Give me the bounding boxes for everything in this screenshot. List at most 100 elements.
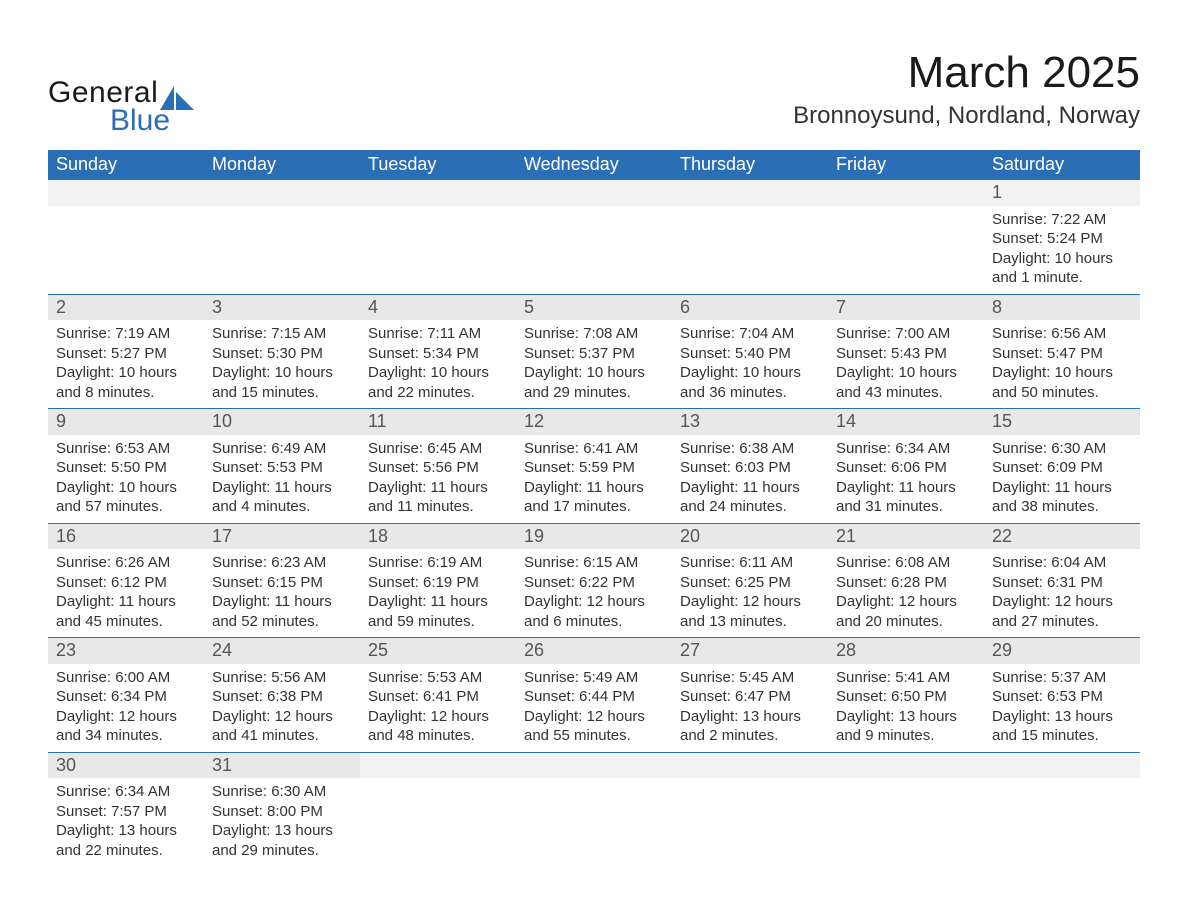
day-content-cell: Sunrise: 6:15 AMSunset: 6:22 PMDaylight:…: [516, 549, 672, 638]
title-block: March 2025 Bronnoysund, Nordland, Norway: [793, 48, 1140, 130]
day-number-cell: [672, 180, 828, 206]
logo: General Blue: [48, 48, 194, 138]
weekday-heading: Thursday: [672, 150, 828, 180]
day-number-row: 16171819202122: [48, 523, 1140, 549]
day-content-cell: Sunrise: 6:26 AMSunset: 6:12 PMDaylight:…: [48, 549, 204, 638]
day-content-cell: [828, 778, 984, 866]
day-number-cell: 4: [360, 294, 516, 320]
page-header: General Blue March 2025 Bronnoysund, Nor…: [48, 48, 1140, 138]
day-number-cell: 11: [360, 409, 516, 435]
day-number-cell: 8: [984, 294, 1140, 320]
day-number-cell: 14: [828, 409, 984, 435]
day-number-cell: 18: [360, 523, 516, 549]
day-number-cell: [360, 752, 516, 778]
day-content-cell: [828, 206, 984, 295]
day-number-cell: 16: [48, 523, 204, 549]
day-content-cell: [516, 206, 672, 295]
day-number-cell: 20: [672, 523, 828, 549]
day-content-cell: [360, 778, 516, 866]
day-content-cell: Sunrise: 6:49 AMSunset: 5:53 PMDaylight:…: [204, 435, 360, 524]
day-number-cell: 25: [360, 638, 516, 664]
day-content-cell: Sunrise: 6:38 AMSunset: 6:03 PMDaylight:…: [672, 435, 828, 524]
calendar-header-row: Sunday Monday Tuesday Wednesday Thursday…: [48, 150, 1140, 180]
day-content-cell: Sunrise: 6:23 AMSunset: 6:15 PMDaylight:…: [204, 549, 360, 638]
weekday-heading: Saturday: [984, 150, 1140, 180]
day-content-cell: [672, 778, 828, 866]
day-content-cell: Sunrise: 7:22 AMSunset: 5:24 PMDaylight:…: [984, 206, 1140, 295]
day-content-cell: Sunrise: 7:11 AMSunset: 5:34 PMDaylight:…: [360, 320, 516, 409]
logo-word-blue: Blue: [110, 104, 170, 138]
day-number-cell: 12: [516, 409, 672, 435]
day-content-cell: [984, 778, 1140, 866]
day-content-cell: Sunrise: 7:04 AMSunset: 5:40 PMDaylight:…: [672, 320, 828, 409]
day-content-cell: Sunrise: 6:30 AMSunset: 6:09 PMDaylight:…: [984, 435, 1140, 524]
day-number-cell: 30: [48, 752, 204, 778]
day-content-row: Sunrise: 7:19 AMSunset: 5:27 PMDaylight:…: [48, 320, 1140, 409]
day-number-cell: [828, 180, 984, 206]
day-content-cell: Sunrise: 6:41 AMSunset: 5:59 PMDaylight:…: [516, 435, 672, 524]
day-content-cell: Sunrise: 6:08 AMSunset: 6:28 PMDaylight:…: [828, 549, 984, 638]
day-number-row: 2345678: [48, 294, 1140, 320]
day-number-row: 23242526272829: [48, 638, 1140, 664]
day-content-cell: Sunrise: 6:56 AMSunset: 5:47 PMDaylight:…: [984, 320, 1140, 409]
day-number-row: 9101112131415: [48, 409, 1140, 435]
day-number-cell: [360, 180, 516, 206]
day-number-cell: 31: [204, 752, 360, 778]
day-content-row: Sunrise: 6:00 AMSunset: 6:34 PMDaylight:…: [48, 664, 1140, 753]
day-content-row: Sunrise: 7:22 AMSunset: 5:24 PMDaylight:…: [48, 206, 1140, 295]
day-content-cell: [516, 778, 672, 866]
day-content-cell: Sunrise: 7:15 AMSunset: 5:30 PMDaylight:…: [204, 320, 360, 409]
calendar-table: Sunday Monday Tuesday Wednesday Thursday…: [48, 150, 1140, 866]
day-number-cell: [828, 752, 984, 778]
day-number-cell: [516, 752, 672, 778]
day-content-cell: Sunrise: 5:37 AMSunset: 6:53 PMDaylight:…: [984, 664, 1140, 753]
day-number-row: 3031: [48, 752, 1140, 778]
day-content-cell: [48, 206, 204, 295]
day-content-cell: Sunrise: 5:53 AMSunset: 6:41 PMDaylight:…: [360, 664, 516, 753]
day-content-cell: Sunrise: 6:45 AMSunset: 5:56 PMDaylight:…: [360, 435, 516, 524]
day-content-row: Sunrise: 6:53 AMSunset: 5:50 PMDaylight:…: [48, 435, 1140, 524]
day-content-cell: Sunrise: 7:08 AMSunset: 5:37 PMDaylight:…: [516, 320, 672, 409]
day-content-cell: [360, 206, 516, 295]
day-content-cell: [204, 206, 360, 295]
day-number-cell: [672, 752, 828, 778]
day-content-cell: Sunrise: 6:04 AMSunset: 6:31 PMDaylight:…: [984, 549, 1140, 638]
calendar-body: 1Sunrise: 7:22 AMSunset: 5:24 PMDaylight…: [48, 180, 1140, 867]
month-title: March 2025: [793, 48, 1140, 98]
day-number-cell: 27: [672, 638, 828, 664]
day-number-cell: [48, 180, 204, 206]
day-number-cell: 6: [672, 294, 828, 320]
weekday-heading: Sunday: [48, 150, 204, 180]
day-number-cell: 22: [984, 523, 1140, 549]
day-number-cell: 3: [204, 294, 360, 320]
weekday-heading: Tuesday: [360, 150, 516, 180]
day-number-cell: [516, 180, 672, 206]
day-number-cell: 24: [204, 638, 360, 664]
day-number-cell: 15: [984, 409, 1140, 435]
day-number-cell: 2: [48, 294, 204, 320]
day-content-cell: Sunrise: 5:49 AMSunset: 6:44 PMDaylight:…: [516, 664, 672, 753]
day-number-cell: [984, 752, 1140, 778]
day-content-row: Sunrise: 6:34 AMSunset: 7:57 PMDaylight:…: [48, 778, 1140, 866]
day-number-cell: 29: [984, 638, 1140, 664]
day-content-cell: Sunrise: 5:45 AMSunset: 6:47 PMDaylight:…: [672, 664, 828, 753]
day-number-cell: 13: [672, 409, 828, 435]
day-number-cell: 23: [48, 638, 204, 664]
day-number-row: 1: [48, 180, 1140, 206]
location-subtitle: Bronnoysund, Nordland, Norway: [793, 102, 1140, 130]
day-number-cell: 1: [984, 180, 1140, 206]
day-number-cell: 21: [828, 523, 984, 549]
day-content-cell: [672, 206, 828, 295]
day-content-cell: Sunrise: 6:34 AMSunset: 6:06 PMDaylight:…: [828, 435, 984, 524]
day-content-row: Sunrise: 6:26 AMSunset: 6:12 PMDaylight:…: [48, 549, 1140, 638]
day-number-cell: 7: [828, 294, 984, 320]
day-content-cell: Sunrise: 6:53 AMSunset: 5:50 PMDaylight:…: [48, 435, 204, 524]
day-number-cell: 9: [48, 409, 204, 435]
day-content-cell: Sunrise: 6:19 AMSunset: 6:19 PMDaylight:…: [360, 549, 516, 638]
day-content-cell: Sunrise: 5:41 AMSunset: 6:50 PMDaylight:…: [828, 664, 984, 753]
day-content-cell: Sunrise: 6:34 AMSunset: 7:57 PMDaylight:…: [48, 778, 204, 866]
day-number-cell: 26: [516, 638, 672, 664]
weekday-heading: Friday: [828, 150, 984, 180]
day-content-cell: Sunrise: 7:19 AMSunset: 5:27 PMDaylight:…: [48, 320, 204, 409]
day-number-cell: 17: [204, 523, 360, 549]
